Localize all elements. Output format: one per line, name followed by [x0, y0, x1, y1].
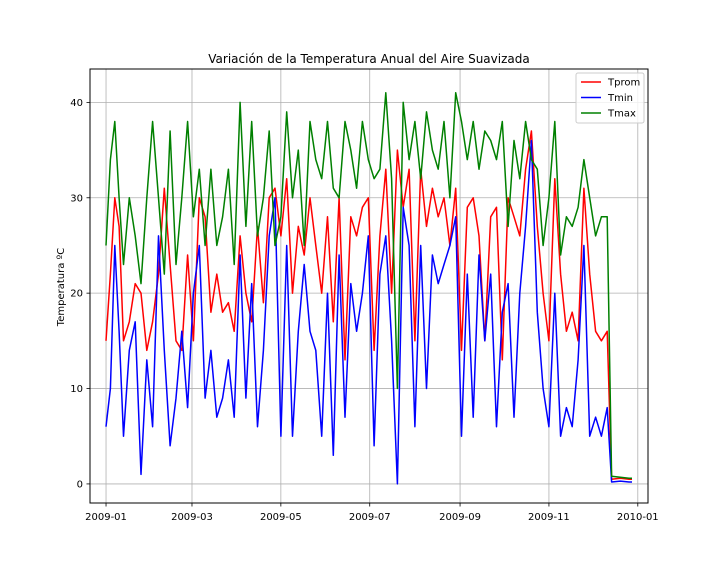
x-axis: 2009-01 2009-03 2009-05 2009-07 2009-09 2009-… [85, 503, 659, 523]
x-tick-label: 2009-09 [439, 512, 481, 523]
chart-title: Variación de la Temperatura Anual del Ai… [208, 52, 529, 66]
legend: Tprom Tmin Tmax [575, 72, 645, 124]
y-tick-label: 30 [70, 193, 83, 204]
y-tick-label: 40 [70, 98, 83, 109]
x-tick-label: 2009-03 [171, 512, 213, 523]
x-tick-label: 2009-11 [528, 512, 570, 523]
y-tick-label: 20 [70, 289, 83, 300]
legend-label-tmin: Tmin [607, 93, 633, 104]
series-line-tmin [105, 139, 632, 485]
x-tick-label: 2010-01 [617, 512, 659, 523]
legend-box [575, 72, 645, 124]
y-tick-label: 0 [77, 479, 83, 490]
x-tick-label: 2009-05 [260, 512, 302, 523]
x-tick-label: 2009-07 [349, 512, 391, 523]
legend-label-tprom: Tprom [607, 78, 640, 89]
series-line-tmax [105, 92, 632, 479]
series-line-tprom [105, 130, 632, 480]
y-axis-label: Temperatura ºC [56, 248, 67, 327]
y-tick-label: 10 [70, 384, 83, 395]
legend-label-tmax: Tmax [607, 109, 636, 120]
y-axis: 0 10 20 30 40 [70, 98, 90, 490]
series-group [105, 92, 632, 485]
x-tick-label: 2009-01 [85, 512, 127, 523]
plot-frame [89, 68, 649, 504]
